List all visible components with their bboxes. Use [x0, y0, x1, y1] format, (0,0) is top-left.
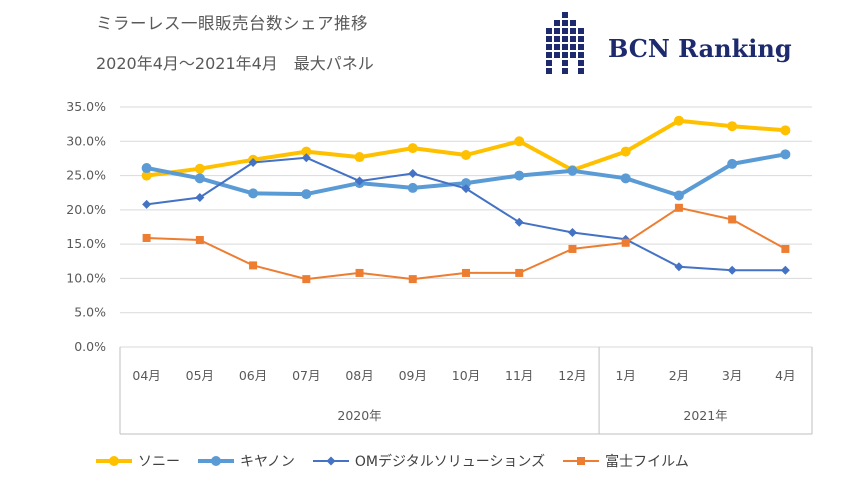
x-tick-label: 09月: [399, 368, 427, 383]
x-tick-label: 06月: [239, 368, 267, 383]
data-point: [781, 244, 790, 253]
logo-text: BCN Ranking: [608, 34, 792, 63]
bcn-ranking-logo: BCN Ranking: [544, 12, 794, 82]
y-tick-label: 35.0%: [66, 99, 106, 114]
data-point: [142, 199, 152, 209]
data-point: [302, 275, 311, 284]
year-group-label: 2020年: [337, 408, 381, 423]
x-tick-label: 10月: [452, 368, 480, 383]
data-point: [248, 188, 259, 199]
y-tick-label: 30.0%: [66, 133, 106, 148]
chart-legend: ソニー キヤノン OMデジタルソリューションズ 富士フイルム: [96, 448, 836, 474]
y-tick-label: 25.0%: [66, 168, 106, 183]
data-point: [301, 153, 311, 163]
data-point: [674, 203, 683, 212]
series-line: [145, 156, 787, 272]
data-point: [673, 190, 684, 201]
data-point: [195, 236, 204, 245]
legend-swatch: [312, 456, 349, 466]
x-tick-label: 4月: [775, 368, 795, 383]
legend-item: ソニー: [96, 451, 180, 471]
data-point: [462, 268, 470, 277]
data-point: [408, 275, 417, 284]
data-point: [407, 143, 418, 154]
data-point: [567, 227, 577, 237]
data-point: [248, 158, 258, 168]
data-point: [568, 244, 577, 253]
data-point: [674, 262, 684, 272]
data-point: [514, 136, 525, 147]
y-tick-label: 20.0%: [66, 202, 106, 217]
x-tick-label: 04月: [132, 368, 160, 383]
x-tick-label: 1月: [615, 368, 635, 383]
legend-label: ソニー: [138, 454, 180, 470]
x-tick-label: 07月: [292, 368, 320, 383]
data-point: [620, 173, 631, 184]
data-point: [727, 121, 738, 132]
x-tick-label: 08月: [345, 368, 373, 383]
x-tick-label: 11月: [505, 368, 533, 383]
y-tick-label: 15.0%: [66, 236, 106, 251]
data-point: [727, 158, 738, 169]
data-point: [780, 149, 791, 160]
data-point: [141, 170, 152, 181]
x-tick-label: 05月: [186, 368, 214, 383]
chart-subtitle: 2020年4月～2021年4月 最大パネル: [96, 54, 374, 73]
legend-item: OMデジタルソリューションズ: [312, 451, 546, 471]
data-point: [301, 189, 312, 200]
bcn-logo-icon: [546, 12, 584, 74]
data-point: [728, 215, 737, 224]
legend-swatch: [198, 456, 234, 466]
data-point: [461, 178, 471, 189]
line-chart: 0.0% 5.0% 10.0% 15.0% 20.0% 25.0% 30.0% 35.0% 04…: [66, 99, 813, 435]
chart-title: ミラーレス一眼販売台数シェア推移: [96, 14, 368, 33]
data-point: [461, 150, 471, 160]
data-point: [620, 146, 631, 157]
y-tick-label: 10.0%: [66, 270, 106, 285]
data-point: [514, 170, 525, 181]
legend-label: キヤノン: [240, 454, 295, 470]
legend-swatch: [563, 457, 600, 465]
legend-label: 富士フイルム: [605, 454, 689, 470]
x-tick-label: 12月: [558, 368, 586, 383]
data-point: [354, 152, 365, 163]
year-group-label: 2021年: [683, 408, 727, 423]
data-point: [194, 173, 205, 184]
data-point: [673, 115, 684, 126]
data-point: [408, 169, 418, 179]
data-point: [141, 163, 152, 174]
data-point: [194, 163, 205, 174]
data-point: [407, 182, 418, 193]
x-tick-label: 2月: [669, 368, 689, 383]
data-point: [567, 165, 578, 176]
data-point: [514, 217, 524, 227]
legend-item: 富士フイルム: [563, 451, 689, 471]
x-tick-label: 3月: [722, 368, 742, 383]
data-point: [249, 261, 258, 270]
data-point: [301, 146, 312, 157]
legend-item: キヤノン: [198, 451, 295, 471]
data-point: [355, 176, 365, 186]
data-point: [780, 125, 791, 136]
data-point: [621, 238, 630, 247]
y-tick-label: 5.0%: [74, 305, 106, 320]
data-point: [195, 193, 205, 203]
data-point: [515, 268, 524, 277]
legend-label: OMデジタルソリューションズ: [354, 454, 546, 470]
data-point: [727, 265, 737, 275]
data-point: [780, 265, 790, 275]
data-point: [142, 233, 151, 242]
data-point: [355, 268, 364, 277]
legend-swatch: [96, 456, 132, 466]
series-line: [144, 118, 788, 178]
data-point: [461, 184, 471, 194]
y-tick-label: 0.0%: [74, 339, 106, 354]
